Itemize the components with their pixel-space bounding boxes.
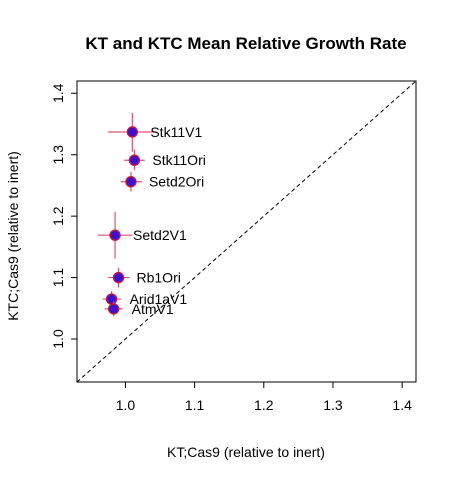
y-tick-label: 1.1	[50, 268, 66, 288]
data-point	[109, 229, 121, 241]
identity-reference-line	[76, 80, 417, 383]
y-axis-label: KTC;Cas9 (relative to inert)	[5, 151, 21, 321]
point-label: Setd2V1	[133, 227, 187, 243]
data-point	[112, 271, 125, 284]
data-point	[125, 176, 137, 188]
x-tick-label: 1.4	[392, 397, 412, 413]
y-tick-label: 1.3	[50, 145, 66, 165]
x-tick-label: 1.0	[116, 397, 136, 413]
data-point	[126, 126, 139, 138]
y-tick-label: 1.0	[50, 329, 66, 349]
y-tick-label: 1.2	[50, 206, 66, 226]
x-tick-label: 1.1	[185, 397, 205, 413]
point-label: AtmV1	[132, 301, 174, 317]
point-label: Stk11Ori	[152, 152, 205, 168]
y-tick-label: 1.4	[50, 83, 66, 103]
x-tick-label: 1.2	[254, 397, 274, 413]
data-point	[128, 154, 141, 166]
plot-frame	[76, 80, 417, 383]
point-label: Rb1Ori	[137, 270, 181, 286]
point-label: Setd2Ori	[149, 174, 204, 190]
data-point	[107, 303, 120, 315]
chart-title: KT and KTC Mean Relative Growth Rate	[85, 34, 406, 53]
point-label: Arid1aV1	[130, 291, 188, 307]
point-label: Stk11V1	[150, 124, 202, 140]
x-axis-label: KT;Cas9 (relative to inert)	[167, 444, 325, 460]
data-point	[105, 293, 118, 305]
x-tick-label: 1.3	[323, 397, 343, 413]
